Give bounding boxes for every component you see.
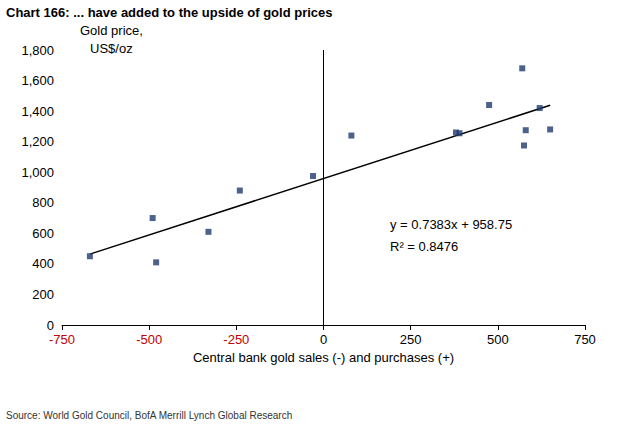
- svg-text:1,400: 1,400: [21, 104, 54, 119]
- svg-text:750: 750: [574, 332, 596, 347]
- svg-text:Central bank gold sales (-) an: Central bank gold sales (-) and purchase…: [193, 350, 454, 365]
- svg-text:-250: -250: [223, 332, 249, 347]
- svg-text:1,600: 1,600: [21, 73, 54, 88]
- svg-text:1,800: 1,800: [21, 43, 54, 58]
- svg-text:R² = 0.8476: R² = 0.8476: [390, 239, 458, 254]
- svg-text:0: 0: [320, 332, 327, 347]
- svg-text:-750: -750: [49, 332, 75, 347]
- svg-text:200: 200: [32, 287, 54, 302]
- svg-text:y = 0.7383x + 958.75: y = 0.7383x + 958.75: [390, 217, 512, 232]
- svg-text:1,000: 1,000: [21, 165, 54, 180]
- svg-text:400: 400: [32, 256, 54, 271]
- svg-text:1,200: 1,200: [21, 134, 54, 149]
- svg-text:Source: World Gold Council, Bo: Source: World Gold Council, BofA Merrill…: [6, 410, 292, 421]
- svg-text:US$/oz: US$/oz: [90, 41, 133, 56]
- svg-text:Chart 166: ... have added to t: Chart 166: ... have added to the upside …: [6, 5, 333, 20]
- svg-text:-500: -500: [136, 332, 162, 347]
- svg-text:250: 250: [400, 332, 422, 347]
- svg-text:Gold price,: Gold price,: [80, 23, 143, 38]
- svg-text:500: 500: [487, 332, 509, 347]
- svg-text:800: 800: [32, 195, 54, 210]
- svg-text:0: 0: [47, 318, 54, 333]
- svg-text:600: 600: [32, 226, 54, 241]
